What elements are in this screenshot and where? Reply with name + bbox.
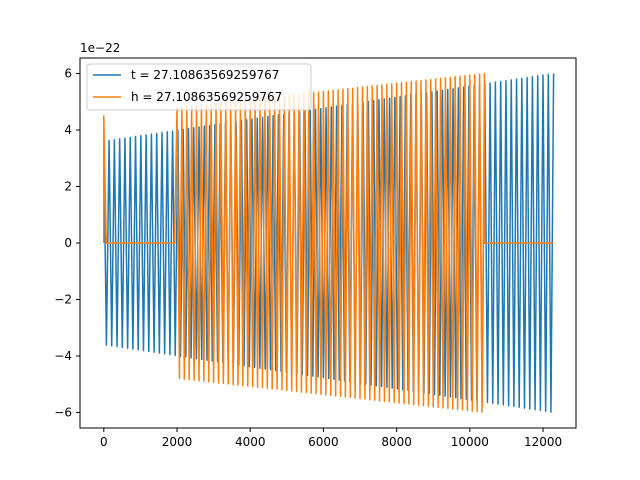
y-tick-label: −4 [54, 349, 72, 363]
series-line-h [103, 72, 554, 413]
series-layer [103, 72, 555, 413]
legend: t = 27.10863569259767 h = 27.10863569259… [86, 63, 312, 111]
x-tick-label: 2000 [162, 435, 193, 449]
y-axis: −6 −4 −2 0 2 4 6 [54, 67, 80, 419]
x-axis: 0 2000 4000 6000 8000 10000 12000 [100, 428, 562, 449]
y-tick-label: 6 [64, 67, 72, 81]
y-offset-label: 1e−22 [80, 41, 120, 55]
x-tick-label: 0 [100, 435, 108, 449]
x-tick-label: 6000 [308, 435, 339, 449]
x-tick-label: 4000 [235, 435, 266, 449]
y-tick-label: 0 [64, 236, 72, 250]
legend-box [86, 63, 312, 111]
legend-label-h: h = 27.10863569259767 [131, 90, 282, 104]
y-tick-label: 2 [64, 180, 72, 194]
y-tick-label: −6 [54, 405, 72, 419]
x-tick-label: 8000 [381, 435, 412, 449]
y-tick-label: −2 [54, 292, 72, 306]
x-tick-label: 12000 [524, 435, 562, 449]
y-tick-label: 4 [64, 123, 72, 137]
legend-label-t: t = 27.10863569259767 [131, 68, 279, 82]
x-tick-label: 10000 [451, 435, 489, 449]
